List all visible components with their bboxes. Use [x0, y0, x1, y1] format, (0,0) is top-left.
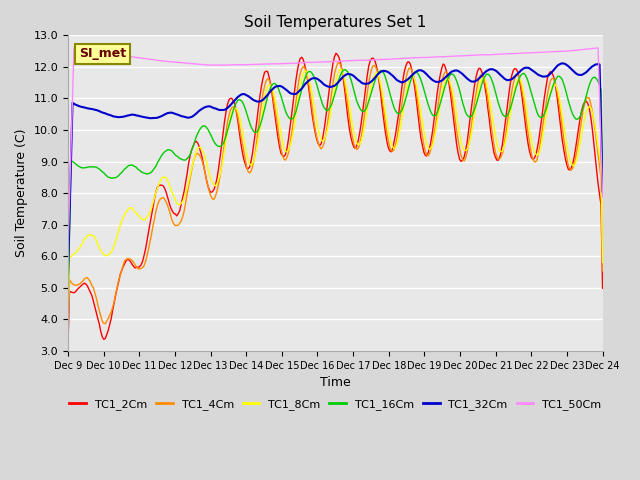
TC1_32Cm [250, 97, 258, 103]
TC1_8Cm [64, 317, 72, 323]
TC1_32Cm [598, 189, 606, 194]
TC1_16Cm [341, 67, 349, 72]
TC1_50Cm [130, 54, 138, 60]
TC1_50Cm [64, 244, 72, 250]
Legend: TC1_2Cm, TC1_4Cm, TC1_8Cm, TC1_16Cm, TC1_32Cm, TC1_50Cm: TC1_2Cm, TC1_4Cm, TC1_8Cm, TC1_16Cm, TC1… [65, 395, 605, 415]
TC1_16Cm [130, 163, 138, 168]
TC1_16Cm [64, 300, 72, 305]
TC1_50Cm [241, 62, 249, 68]
TC1_50Cm [250, 61, 258, 67]
TC1_2Cm [598, 285, 606, 291]
TC1_4Cm [298, 66, 306, 72]
TC1_2Cm [64, 340, 72, 346]
TC1_8Cm [337, 66, 344, 72]
TC1_4Cm [64, 331, 72, 337]
TC1_16Cm [250, 129, 258, 135]
TC1_32Cm [223, 105, 231, 111]
TC1_2Cm [223, 102, 231, 108]
TC1_2Cm [570, 154, 578, 159]
TC1_4Cm [598, 268, 606, 274]
Line: TC1_16Cm: TC1_16Cm [68, 70, 602, 302]
Line: TC1_4Cm: TC1_4Cm [68, 62, 602, 334]
TC1_2Cm [298, 54, 306, 60]
TC1_32Cm [298, 86, 306, 92]
Line: TC1_50Cm: TC1_50Cm [68, 48, 602, 247]
Title: Soil Temperatures Set 1: Soil Temperatures Set 1 [244, 15, 426, 30]
TC1_8Cm [250, 157, 258, 163]
TC1_16Cm [598, 178, 606, 183]
TC1_32Cm [64, 271, 72, 276]
TC1_8Cm [298, 76, 306, 82]
TC1_8Cm [241, 144, 249, 150]
TC1_50Cm [223, 62, 231, 68]
TC1_16Cm [241, 106, 249, 111]
TC1_50Cm [569, 48, 577, 53]
TC1_8Cm [598, 260, 606, 265]
TC1_50Cm [594, 45, 602, 51]
TC1_32Cm [559, 60, 566, 66]
TC1_4Cm [130, 259, 138, 265]
TC1_4Cm [335, 60, 343, 65]
TC1_8Cm [570, 163, 578, 169]
TC1_2Cm [332, 50, 340, 56]
TC1_32Cm [241, 92, 249, 97]
TC1_50Cm [598, 194, 606, 200]
Line: TC1_2Cm: TC1_2Cm [68, 53, 602, 343]
TC1_16Cm [223, 128, 231, 134]
TC1_32Cm [130, 112, 138, 118]
TC1_32Cm [570, 69, 578, 75]
Y-axis label: Soil Temperature (C): Soil Temperature (C) [15, 129, 28, 257]
TC1_4Cm [250, 156, 258, 162]
TC1_2Cm [250, 139, 258, 144]
TC1_8Cm [223, 130, 231, 135]
X-axis label: Time: Time [320, 376, 351, 389]
TC1_2Cm [241, 161, 249, 167]
TC1_8Cm [130, 207, 138, 213]
TC1_4Cm [241, 156, 249, 162]
TC1_4Cm [223, 120, 231, 126]
Text: SI_met: SI_met [79, 48, 126, 60]
TC1_2Cm [130, 264, 138, 269]
TC1_4Cm [570, 160, 578, 166]
Line: TC1_32Cm: TC1_32Cm [68, 63, 602, 274]
TC1_16Cm [298, 86, 306, 92]
TC1_50Cm [298, 60, 306, 66]
Line: TC1_8Cm: TC1_8Cm [68, 69, 602, 320]
TC1_16Cm [570, 114, 578, 120]
